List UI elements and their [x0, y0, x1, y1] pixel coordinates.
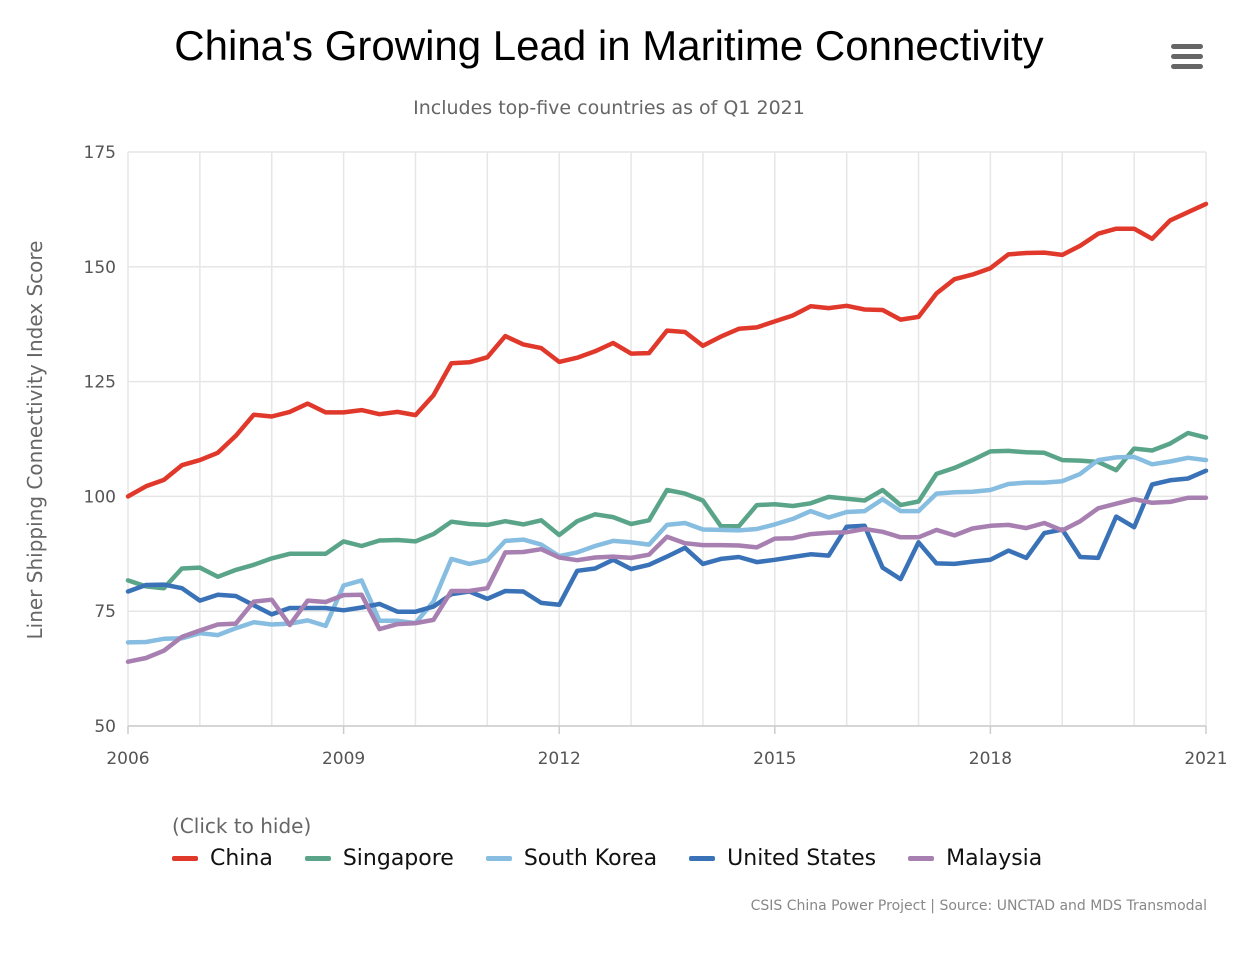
legend-swatch — [689, 856, 716, 861]
series-line-south-korea — [125, 454, 1209, 645]
x-tick-label: 2006 — [106, 749, 149, 769]
y-axis-label: Liner Shipping Connectivity Index Score — [23, 240, 47, 640]
legend-label: United States — [727, 846, 877, 871]
y-tick-label: 75 — [94, 602, 116, 622]
legend-label: Singapore — [342, 846, 454, 871]
x-tick-label: 2018 — [969, 749, 1012, 769]
y-tick-label: 175 — [84, 143, 116, 163]
x-tick-label: 2012 — [538, 749, 581, 769]
legend-swatch — [485, 856, 512, 861]
y-tick-label: 150 — [84, 258, 116, 278]
legend-item-singapore[interactable]: Singapore — [304, 846, 454, 871]
x-tick-label: 2009 — [322, 749, 365, 769]
y-tick-label: 125 — [84, 373, 116, 393]
x-tick-label: 2021 — [1184, 749, 1227, 769]
legend-item-south-korea[interactable]: South Korea — [485, 846, 658, 871]
legend-item-malaysia[interactable]: Malaysia — [908, 846, 1042, 871]
legend-item-united-states[interactable]: United States — [689, 846, 876, 871]
legend-swatch — [908, 856, 935, 861]
chart-subtitle: Includes top-five countries as of Q1 202… — [413, 97, 805, 119]
legend-label: South Korea — [523, 846, 658, 871]
hamburger-icon[interactable] — [1168, 44, 1206, 76]
legend-label: China — [210, 846, 273, 871]
series-line-malaysia — [125, 495, 1209, 664]
legend: China Singapore South Korea United States Ma… — [172, 846, 1074, 871]
legend-label: Malaysia — [946, 846, 1043, 871]
legend-item-china[interactable]: China — [172, 846, 273, 871]
credits[interactable]: CSIS China Power Project | Source: UNCTA… — [750, 898, 1207, 914]
chart-title: China's Growing Lead in Maritime Connect… — [174, 22, 1044, 69]
y-tick-label: 100 — [84, 487, 116, 507]
series-line-china — [125, 201, 1209, 499]
legend-swatch — [304, 856, 331, 861]
series-line-singapore — [125, 430, 1209, 591]
legend-hint: (Click to hide) — [172, 814, 312, 838]
series-line-united-states — [125, 468, 1209, 617]
y-tick-label: 50 — [94, 717, 116, 737]
legend-swatch — [172, 856, 198, 861]
x-tick-label: 2015 — [753, 749, 796, 769]
line-chart: 50 75 100 125 150 175 2006 2009 2012 2015 2018 2021 — [84, 143, 1228, 769]
